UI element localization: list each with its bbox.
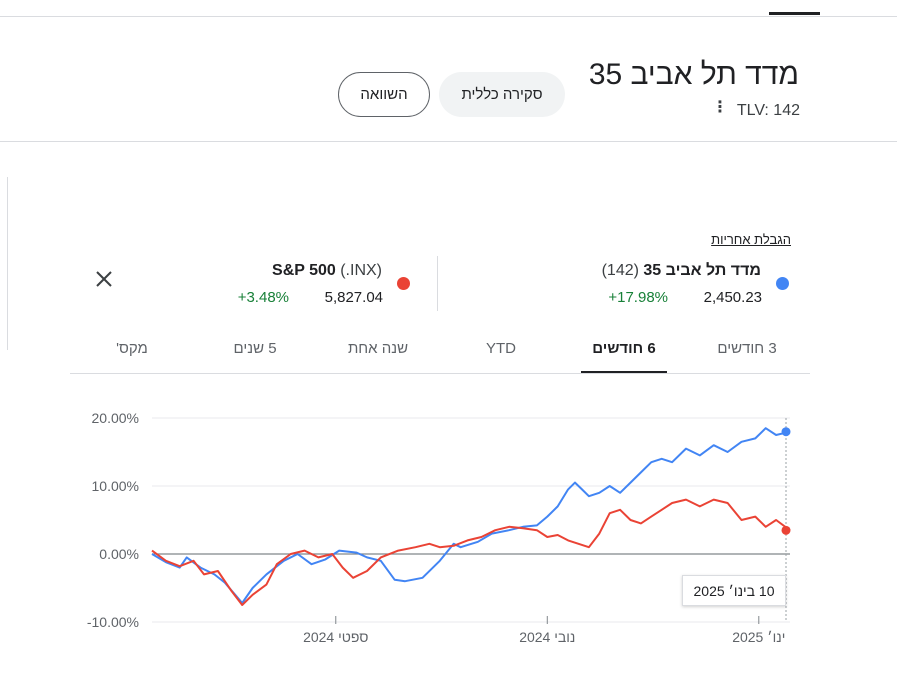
series-1-name[interactable]: מדד תל אביב 35 (142) [602,262,761,280]
tab-1-year[interactable]: שנה אחת [347,340,409,357]
series-1-change: +17.98% [608,289,668,306]
tab-6-months[interactable]: 6 חודשים [592,340,656,357]
series-line-2 [151,498,791,606]
series-1-code: (142) [601,262,639,279]
series-end-point-2 [781,525,791,535]
y-tick-label: 0.00% [99,546,139,562]
y-tick-label: -10.00% [87,614,139,630]
series-layer [151,427,791,606]
top-divider [0,16,897,17]
y-tick-label: 20.00% [92,410,139,426]
header-divider [0,141,897,142]
x-tick-label: נובי 2024 [519,629,575,645]
series-2-code: (.INX) [340,262,382,279]
tabs-divider [70,373,810,374]
x-axis: ספטי 2024 נובי 2024 ינו׳ 2025 [303,616,785,645]
date-tooltip: 10 בינו׳ 2025 [682,575,786,606]
y-axis: 20.00% 10.00% 0.00% -10.00% [87,410,139,630]
grid-layer [152,417,790,623]
disclaimer-link[interactable]: הגבלת אחריות [711,232,791,247]
x-tick-label: ינו׳ 2025 [732,629,785,645]
series-2-color-dot [397,277,410,290]
overview-button[interactable]: סקירה כללית [439,72,565,117]
active-tab-indicator [581,371,667,374]
top-tab-indicator [769,12,820,15]
series-1-label: מדד תל אביב 35 [643,262,761,279]
cards-divider [437,256,438,311]
x-tick-label: ספטי 2024 [303,629,368,645]
left-panel-border [7,177,8,350]
tab-3-months[interactable]: 3 חודשים [717,340,777,357]
tab-ytd[interactable]: YTD [486,340,516,357]
series-2-label: S&P 500 [272,262,336,279]
ticker-symbol: TLV: 142 [736,102,800,119]
series-1-price: 2,450.23 [703,289,762,306]
tab-max[interactable]: מקס' [116,340,148,357]
series-1-color-dot [776,277,789,290]
tab-5-years[interactable]: 5 שנים [233,340,277,357]
series-2-change: +3.48% [237,289,289,306]
compare-button[interactable]: השוואה [338,72,430,117]
more-vert-icon[interactable]: ⋮ [712,99,728,116]
series-2-price: 5,827.04 [324,289,383,306]
series-line-1 [151,427,791,604]
series-2-name[interactable]: S&P 500 (.INX) [272,262,382,280]
page-title: מדד תל אביב 35 [588,58,799,91]
close-icon[interactable] [92,267,116,291]
y-tick-label: 10.00% [92,478,139,494]
series-end-point-1 [781,427,791,437]
